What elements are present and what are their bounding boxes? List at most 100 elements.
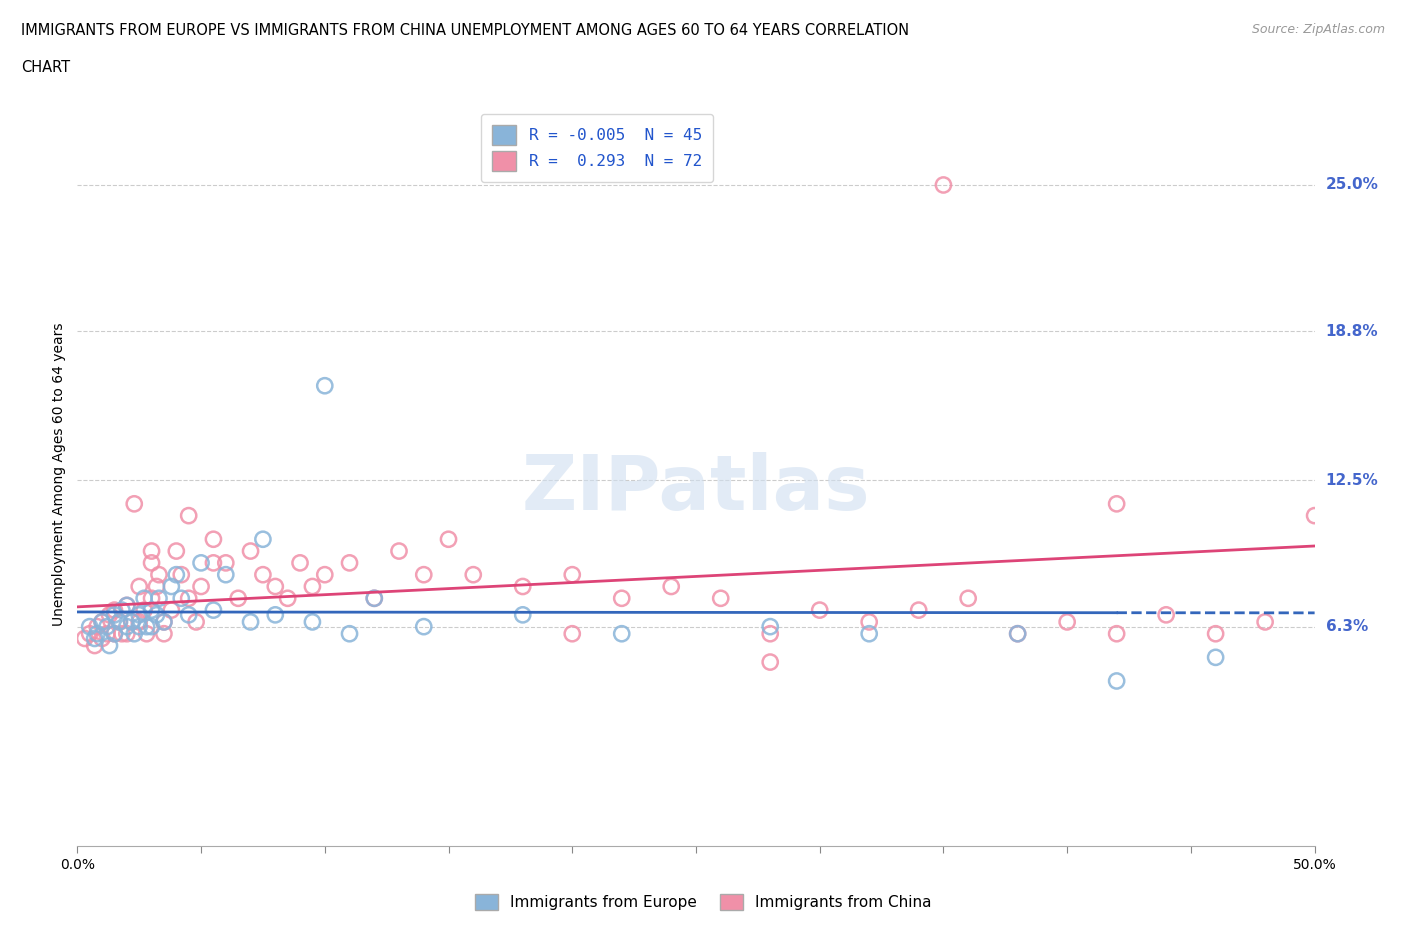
Point — [103, 603, 125, 618]
Point — [153, 615, 176, 630]
Point — [512, 579, 534, 594]
Point — [759, 655, 782, 670]
Point — [111, 626, 134, 641]
Point — [1303, 508, 1326, 523]
Point — [512, 607, 534, 622]
Text: IMMIGRANTS FROM EUROPE VS IMMIGRANTS FROM CHINA UNEMPLOYMENT AMONG AGES 60 TO 64: IMMIGRANTS FROM EUROPE VS IMMIGRANTS FRO… — [21, 23, 910, 38]
Point — [301, 579, 323, 594]
Point — [314, 567, 336, 582]
Point — [170, 591, 193, 605]
Point — [388, 544, 411, 559]
Point — [177, 607, 200, 622]
Point — [808, 603, 831, 618]
Point — [561, 626, 583, 641]
Point — [858, 626, 880, 641]
Legend: R = -0.005  N = 45, R =  0.293  N = 72: R = -0.005 N = 45, R = 0.293 N = 72 — [481, 114, 713, 181]
Point — [79, 619, 101, 634]
Point — [135, 619, 157, 634]
Point — [83, 631, 105, 646]
Point — [141, 603, 163, 618]
Point — [165, 544, 187, 559]
Point — [610, 626, 633, 641]
Point — [86, 626, 108, 641]
Point — [339, 555, 361, 570]
Text: CHART: CHART — [21, 60, 70, 75]
Point — [96, 626, 118, 641]
Point — [91, 615, 114, 630]
Point — [239, 544, 262, 559]
Text: ZIPatlas: ZIPatlas — [522, 452, 870, 526]
Point — [190, 555, 212, 570]
Point — [264, 607, 287, 622]
Point — [128, 579, 150, 594]
Point — [610, 591, 633, 605]
Point — [239, 615, 262, 630]
Point — [932, 178, 955, 193]
Point — [128, 619, 150, 634]
Point — [1154, 607, 1177, 622]
Point — [215, 555, 238, 570]
Point — [128, 607, 150, 622]
Point — [1205, 650, 1227, 665]
Point — [83, 638, 105, 653]
Point — [153, 615, 176, 630]
Point — [659, 579, 682, 594]
Point — [759, 619, 782, 634]
Point — [858, 615, 880, 630]
Point — [170, 567, 193, 582]
Point — [314, 379, 336, 393]
Point — [437, 532, 460, 547]
Y-axis label: Unemployment Among Ages 60 to 64 years: Unemployment Among Ages 60 to 64 years — [52, 323, 66, 626]
Point — [98, 607, 121, 622]
Point — [91, 615, 114, 630]
Point — [1105, 626, 1128, 641]
Point — [957, 591, 980, 605]
Point — [1007, 626, 1029, 641]
Point — [301, 615, 323, 630]
Point — [339, 626, 361, 641]
Point — [215, 567, 238, 582]
Point — [108, 615, 131, 630]
Point — [177, 508, 200, 523]
Point — [122, 497, 145, 512]
Point — [202, 532, 225, 547]
Point — [91, 631, 114, 646]
Text: 25.0%: 25.0% — [1326, 178, 1379, 193]
Point — [759, 626, 782, 641]
Point — [145, 579, 167, 594]
Point — [121, 615, 143, 630]
Point — [264, 579, 287, 594]
Point — [111, 603, 134, 618]
Point — [1105, 673, 1128, 688]
Point — [1254, 615, 1277, 630]
Point — [141, 555, 163, 570]
Point — [363, 591, 385, 605]
Point — [135, 626, 157, 641]
Point — [79, 626, 101, 641]
Point — [121, 615, 143, 630]
Point — [115, 619, 138, 634]
Point — [73, 631, 96, 646]
Point — [134, 591, 156, 605]
Point — [561, 567, 583, 582]
Point — [412, 567, 434, 582]
Point — [907, 603, 929, 618]
Text: 6.3%: 6.3% — [1326, 619, 1368, 634]
Point — [226, 591, 249, 605]
Text: 18.8%: 18.8% — [1326, 324, 1378, 339]
Point — [145, 607, 167, 622]
Point — [108, 615, 131, 630]
Point — [160, 579, 183, 594]
Point — [98, 638, 121, 653]
Point — [252, 567, 274, 582]
Point — [288, 555, 311, 570]
Point — [134, 603, 156, 618]
Point — [1056, 615, 1078, 630]
Point — [148, 591, 170, 605]
Point — [277, 591, 299, 605]
Point — [103, 626, 125, 641]
Point — [86, 619, 108, 634]
Point — [115, 626, 138, 641]
Point — [96, 619, 118, 634]
Point — [1205, 626, 1227, 641]
